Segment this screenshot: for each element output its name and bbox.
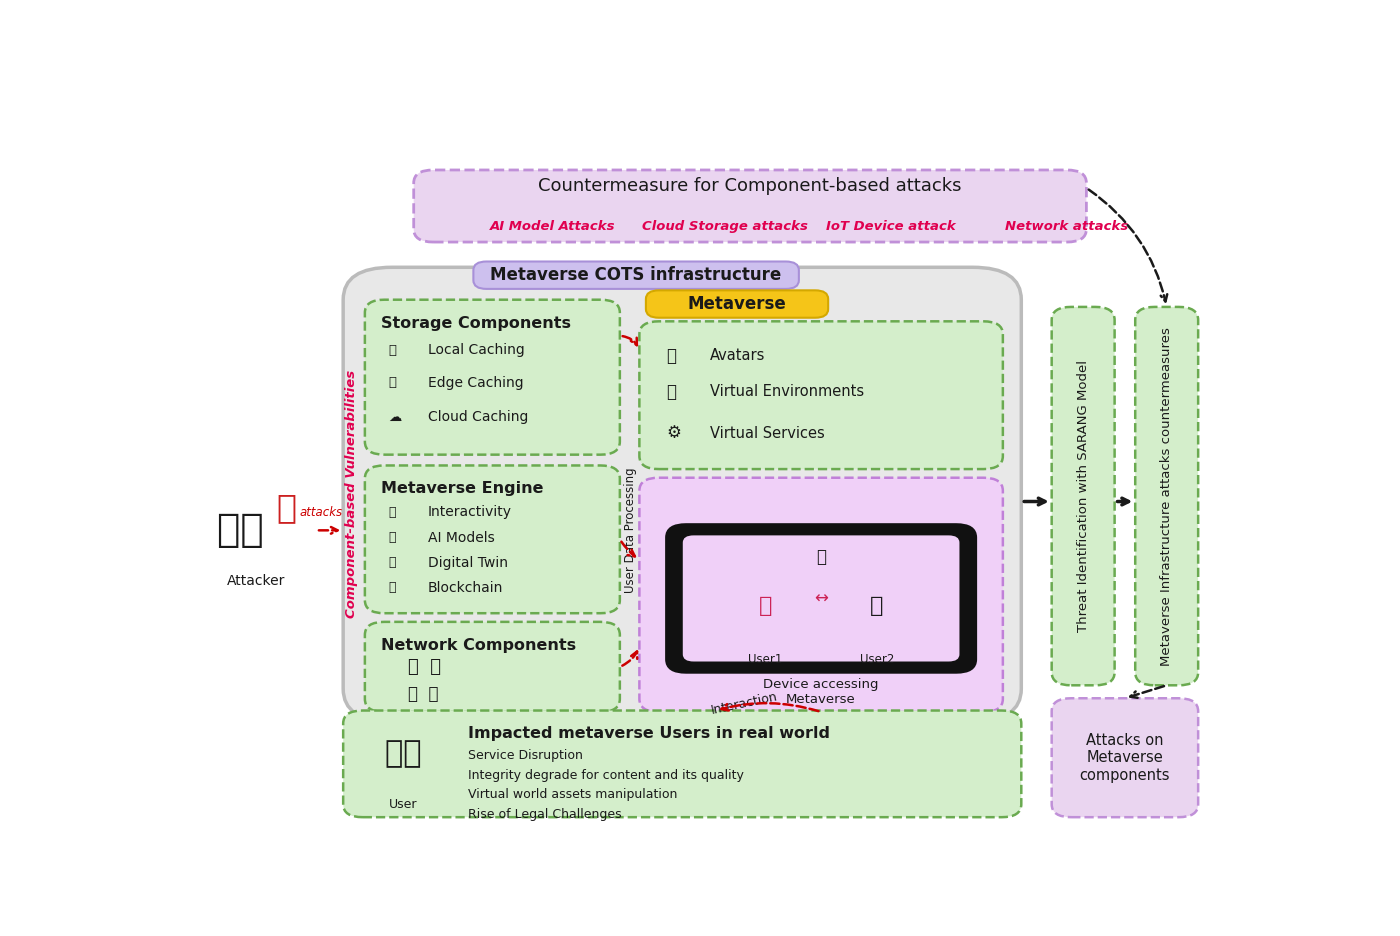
FancyBboxPatch shape [365, 622, 620, 712]
Text: 🥽: 🥽 [389, 505, 396, 519]
Text: Integrity degrade for content and its quality: Integrity degrade for content and its qu… [468, 768, 743, 782]
Text: Metaverse Engine: Metaverse Engine [381, 481, 543, 496]
Text: 📡  🚁: 📡 🚁 [409, 658, 441, 677]
Text: User Data Processing: User Data Processing [624, 468, 637, 593]
FancyBboxPatch shape [1051, 307, 1114, 685]
Text: Network attacks: Network attacks [1005, 220, 1128, 233]
Text: Network Components: Network Components [381, 637, 577, 652]
Text: Metaverse Infrastructure attacks countermeasures: Metaverse Infrastructure attacks counter… [1161, 327, 1173, 665]
Text: Virtual Environments: Virtual Environments [710, 385, 864, 400]
FancyBboxPatch shape [666, 524, 976, 672]
Text: Interaction: Interaction [710, 690, 780, 717]
FancyBboxPatch shape [365, 300, 620, 455]
Text: 🗄: 🗄 [389, 344, 396, 357]
FancyBboxPatch shape [343, 710, 1022, 817]
FancyBboxPatch shape [343, 268, 1022, 722]
Text: ⚙: ⚙ [666, 424, 682, 442]
Text: 🪩: 🪩 [816, 548, 826, 566]
FancyBboxPatch shape [645, 290, 829, 317]
Text: Device accessing
Metaverse: Device accessing Metaverse [763, 678, 879, 706]
Text: 🧑‍💻: 🧑‍💻 [385, 739, 421, 768]
Text: 🔄  📡: 🔄 📡 [409, 685, 438, 703]
Text: AI Model Attacks: AI Model Attacks [490, 220, 615, 233]
Text: 🚶: 🚶 [666, 347, 676, 365]
Text: Blockchain: Blockchain [428, 581, 503, 595]
FancyBboxPatch shape [1051, 698, 1198, 817]
Text: Avatars: Avatars [710, 348, 766, 363]
Text: 🧍: 🧍 [869, 596, 883, 616]
Text: 💀: 💀 [277, 490, 297, 524]
Text: Rise of Legal Challenges: Rise of Legal Challenges [468, 808, 622, 821]
FancyBboxPatch shape [473, 261, 799, 289]
FancyBboxPatch shape [640, 477, 1002, 712]
Text: AI Models: AI Models [428, 531, 494, 545]
Text: Edge Caching: Edge Caching [428, 375, 524, 389]
Text: User1: User1 [748, 652, 783, 665]
Text: Service Disruption: Service Disruption [468, 750, 582, 763]
Text: Local Caching: Local Caching [428, 344, 525, 358]
Text: Interactivity: Interactivity [428, 505, 512, 519]
Text: Component-based Vulnerabilities: Component-based Vulnerabilities [346, 371, 358, 619]
Text: 🤚: 🤚 [389, 531, 396, 544]
Text: 🏞: 🏞 [666, 383, 676, 401]
FancyBboxPatch shape [365, 465, 620, 613]
Text: Attacker: Attacker [227, 574, 286, 588]
Text: ↔: ↔ [815, 590, 827, 607]
Text: 🧍: 🧍 [759, 596, 773, 616]
Text: Digital Twin: Digital Twin [428, 556, 508, 570]
Text: Cloud Caching: Cloud Caching [428, 410, 528, 424]
Text: IoT Device attack: IoT Device attack [826, 220, 956, 233]
FancyBboxPatch shape [414, 170, 1086, 242]
Text: Attacks on
Metaverse
components: Attacks on Metaverse components [1079, 733, 1170, 782]
Text: Metaverse: Metaverse [687, 295, 787, 313]
Text: Threat Identification with SARANG Model: Threat Identification with SARANG Model [1077, 360, 1089, 632]
Text: Impacted metaverse Users in real world: Impacted metaverse Users in real world [468, 726, 830, 741]
FancyBboxPatch shape [1135, 307, 1198, 685]
Text: ☁: ☁ [389, 411, 402, 424]
Text: attacks: attacks [300, 505, 343, 519]
Text: 🖥: 🖥 [389, 376, 396, 389]
Text: User: User [389, 797, 417, 811]
Text: 🧑‍💻: 🧑‍💻 [217, 511, 263, 549]
Text: ⛓: ⛓ [389, 581, 396, 594]
FancyBboxPatch shape [640, 321, 1002, 469]
Text: Storage Components: Storage Components [381, 315, 571, 330]
Text: Virtual world assets manipulation: Virtual world assets manipulation [468, 788, 678, 801]
FancyBboxPatch shape [683, 535, 959, 662]
Text: Countermeasure for Component-based attacks: Countermeasure for Component-based attac… [539, 177, 962, 195]
Text: User2: User2 [860, 652, 895, 665]
Text: Metaverse COTS infrastructure: Metaverse COTS infrastructure [490, 266, 781, 285]
Text: 👥: 👥 [389, 556, 396, 569]
Text: Cloud Storage attacks: Cloud Storage attacks [641, 220, 808, 233]
Text: Virtual Services: Virtual Services [710, 426, 825, 441]
